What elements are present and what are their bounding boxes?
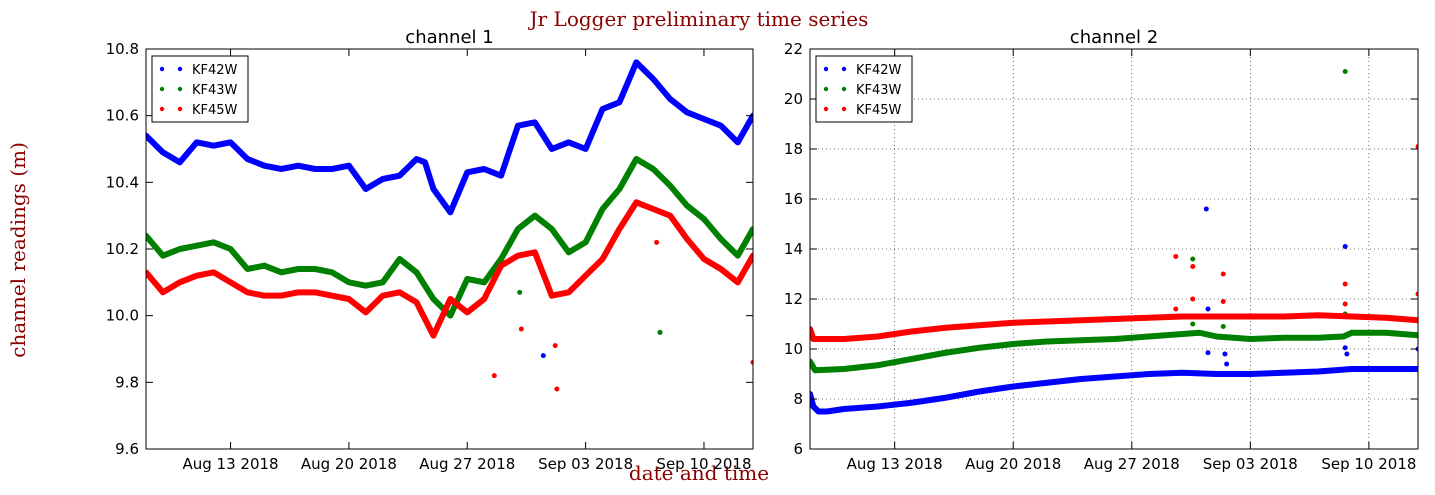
series-KF45W-point	[654, 239, 660, 245]
legend: KF42W KF43W KF45W	[815, 55, 913, 123]
series-KF45W-point	[1220, 299, 1226, 304]
series-KF45W-point	[1173, 254, 1179, 259]
y-tick-label: 22	[784, 40, 803, 58]
x-tick-label: Aug 20 2018	[301, 455, 397, 473]
legend-marker	[823, 106, 829, 112]
series-KF45W-point	[1190, 296, 1196, 302]
legend-marker	[159, 86, 165, 92]
legend: KF42W KF43W KF45W	[151, 55, 249, 123]
chart-channel-2: 6 8 10 12 14 16 18 20 22 Aug 13 2018 Aug 20 2018 Au…	[784, 27, 1419, 473]
series-KF42W-point	[540, 353, 546, 359]
y-tick-label: 10.6	[106, 107, 139, 125]
series-KF45W-point	[552, 343, 558, 349]
series-KF45W-trace	[810, 312, 1418, 342]
series-KF42W-point	[1342, 244, 1348, 249]
y-tick-label: 10	[784, 340, 803, 358]
y-tick-label: 18	[784, 140, 803, 158]
legend-label: KF45W	[856, 103, 902, 118]
y-tick-label: 10.2	[106, 240, 139, 258]
series-KF45W-point	[1220, 271, 1226, 277]
legend-marker	[841, 66, 847, 72]
legend-box	[815, 55, 913, 123]
legend-marker	[841, 86, 847, 92]
series-KF45W-point	[1415, 144, 1418, 149]
x-tick-label: Aug 13 2018	[182, 455, 278, 473]
x-tick-label: Aug 27 2018	[419, 455, 515, 473]
y-tick-label: 9.8	[115, 373, 139, 391]
y-tick-label: 12	[784, 290, 803, 308]
y-tick-label: 16	[784, 190, 803, 208]
y-tick-label: 9.6	[115, 440, 139, 458]
plot-data	[146, 59, 753, 392]
figure-title: Jr Logger preliminary time series	[528, 7, 869, 31]
series-KF43W-point	[1342, 69, 1348, 74]
y-tick-label: 6	[793, 440, 803, 458]
series-KF42W-point	[1205, 350, 1211, 356]
y-tick-label: 10.0	[106, 307, 139, 325]
series-KF43W-trace	[146, 156, 753, 319]
legend-label: KF42W	[192, 63, 238, 78]
chart-title: channel 2	[1070, 27, 1158, 48]
series-KF42W-trace	[146, 59, 753, 216]
y-tick-label: 10.8	[106, 40, 139, 58]
legend-marker	[159, 106, 165, 112]
legend-marker	[159, 66, 165, 72]
series-KF45W-point	[1342, 281, 1348, 287]
chart-channel-1: 9.6 9.8 10.0 10.2 10.4 10.6 10.8 Aug 13 2018 Aug…	[106, 27, 754, 473]
legend-marker	[823, 86, 829, 92]
x-tick-label: Aug 20 2018	[965, 455, 1061, 473]
x-tick-label: Aug 13 2018	[847, 455, 943, 473]
y-tick-label: 10.4	[106, 173, 139, 191]
legend-marker	[841, 106, 847, 112]
y-tick-label: 14	[784, 240, 803, 258]
series-KF45W-point	[750, 359, 753, 365]
series-KF42W-trace	[810, 366, 1418, 415]
legend-label: KF45W	[192, 103, 238, 118]
y-tick-label: 8	[793, 390, 803, 408]
series-KF43W-point	[657, 329, 663, 335]
series-KF43W-point	[1190, 256, 1196, 262]
legend-marker	[823, 66, 829, 72]
series-KF45W-point	[518, 326, 524, 332]
legend-label: KF43W	[192, 83, 238, 98]
x-axis-label: date and time	[629, 461, 769, 485]
series-KF43W-point	[1190, 321, 1196, 327]
legend-marker	[177, 86, 183, 92]
series-KF42W-point	[1342, 345, 1348, 351]
series-KF42W-point	[1344, 351, 1350, 357]
x-tick-label: Sep 03 2018	[1203, 455, 1298, 473]
series-KF43W-point	[517, 289, 523, 295]
chart-title: channel 1	[405, 27, 493, 48]
series-KF43W-trace	[810, 329, 1418, 374]
series-KF45W-point	[1415, 291, 1418, 297]
series-KF42W-point	[1203, 206, 1209, 212]
series-KF45W-point	[1342, 301, 1348, 307]
y-tick-label: 20	[784, 90, 803, 108]
series-KF42W-point	[1222, 351, 1228, 357]
legend-label: KF42W	[856, 63, 902, 78]
legend-marker	[177, 66, 183, 72]
legend-label: KF43W	[856, 83, 902, 98]
x-tick-label: Aug 27 2018	[1084, 455, 1180, 473]
series-KF45W-point	[1190, 264, 1196, 269]
series-KF45W-point	[554, 386, 560, 392]
y-axis-label: channel readings (m)	[6, 142, 30, 358]
series-KF43W-point	[1220, 324, 1226, 329]
x-tick-label: Sep 03 2018	[538, 455, 633, 473]
x-tick-label: Sep 10 2018	[1321, 455, 1416, 473]
legend-box	[151, 55, 249, 123]
legend-marker	[177, 106, 183, 112]
series-KF42W-point	[1205, 306, 1211, 312]
x-tick-label: Sep 10 2018	[656, 455, 751, 473]
series-KF42W-point	[1224, 361, 1230, 367]
series-KF45W-trace	[146, 199, 753, 339]
series-KF45W-point	[1173, 306, 1179, 312]
plot-data	[810, 69, 1418, 415]
series-KF45W-point	[491, 373, 497, 379]
